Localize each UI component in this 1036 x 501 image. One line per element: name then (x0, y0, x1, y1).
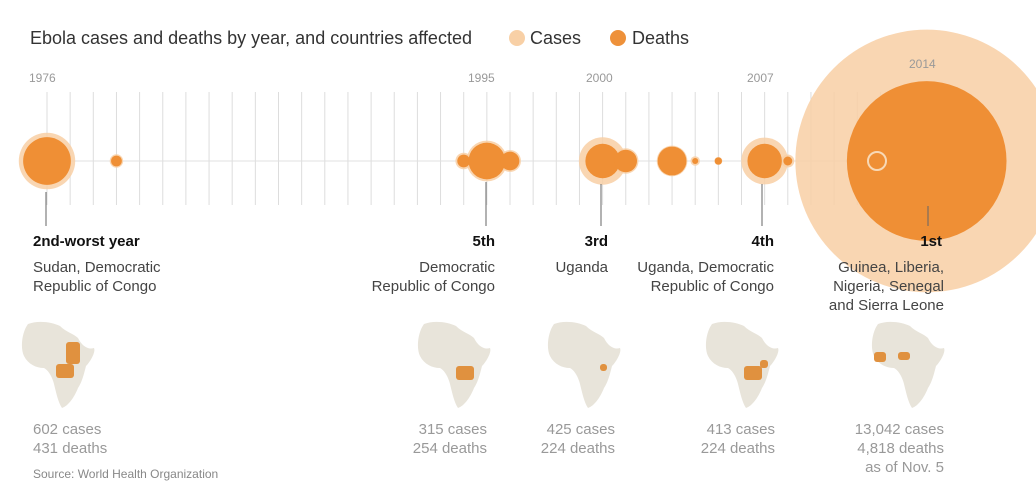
year-label-2007: 2007 (747, 71, 774, 85)
deaths-bubble-1976 (23, 137, 71, 185)
countries-1976: Sudan, Democratic Republic of Congo (33, 259, 161, 295)
cases-2007: 413 cases (706, 421, 775, 438)
countries-1995: Democratic Republic of Congo (371, 259, 495, 295)
legend-deaths-label: Deaths (632, 28, 690, 48)
note-2014: as of Nov. 5 (865, 459, 944, 476)
deaths-bubble-2008 (783, 156, 793, 166)
cases-2014: 13,042 cases (854, 421, 944, 438)
affected-region-4-1 (898, 352, 910, 360)
africa-outline-3 (705, 321, 779, 408)
africa-outline-4 (871, 321, 945, 408)
affected-region-2-0 (600, 364, 607, 371)
africa-map-3 (705, 321, 779, 408)
rank-2007: 4th (751, 233, 775, 250)
rank-2014: 1st (920, 233, 942, 250)
deaths-bubble-2005 (714, 157, 722, 165)
affected-region-0-1 (56, 364, 74, 378)
affected-region-3-0 (744, 366, 762, 380)
affected-region-4-0 (874, 352, 886, 362)
deaths-2014: 4,818 deaths (857, 440, 944, 457)
deaths-bubble-2000 (585, 143, 620, 179)
affected-region-1-0 (456, 366, 474, 380)
countries-2007: Uganda, Democratic Republic of Congo (637, 259, 774, 295)
africa-map-1 (417, 321, 491, 408)
africa-outline-1 (417, 321, 491, 408)
chart-title: Ebola cases and deaths by year, and coun… (30, 28, 472, 48)
reference-ring-2014 (867, 151, 887, 171)
cases-1976: 602 cases (33, 421, 102, 438)
legend-cases-swatch (509, 30, 525, 46)
cases-2000: 425 cases (546, 421, 615, 438)
deaths-2007: 224 deaths (700, 440, 775, 457)
africa-outline-2 (547, 321, 621, 408)
countries-2014: Guinea, Liberia, Nigeria, Senegal and Si… (828, 259, 944, 314)
countries-2000: Uganda (555, 259, 608, 276)
deaths-1976: 431 deaths (33, 440, 108, 457)
africa-map-4 (871, 321, 945, 408)
deaths-bubble-1994 (457, 154, 471, 168)
africa-map-0 (21, 321, 95, 408)
year-label-1976: 1976 (29, 71, 56, 85)
affected-region-0-0 (66, 342, 80, 364)
source-note: Source: World Health Organization (33, 467, 219, 481)
deaths-bubble-1996 (500, 151, 520, 171)
legend-cases-label: Cases (530, 28, 582, 48)
deaths-bubble-2001 (614, 149, 638, 173)
deaths-bubble-2014 (846, 81, 1007, 241)
year-label-2014: 2014 (909, 57, 936, 71)
affected-region-3-1 (760, 360, 768, 368)
deaths-bubble-1995 (468, 142, 506, 180)
rank-1976: 2nd-worst year (33, 233, 140, 250)
deaths-1995: 254 deaths (412, 440, 487, 457)
africa-map-2 (547, 321, 621, 408)
legend-deaths-swatch (610, 30, 626, 46)
deaths-2000: 224 deaths (540, 440, 615, 457)
rank-2000: 3rd (584, 233, 608, 250)
deaths-bubble-1979 (111, 155, 122, 167)
year-label-1995: 1995 (468, 71, 495, 85)
rank-1995: 5th (472, 233, 496, 250)
year-label-2000: 2000 (586, 71, 613, 85)
deaths-bubble-2003 (657, 146, 687, 176)
deaths-bubble-2007 (747, 143, 782, 179)
cases-1995: 315 cases (418, 421, 487, 438)
deaths-bubble-2004 (692, 157, 699, 165)
